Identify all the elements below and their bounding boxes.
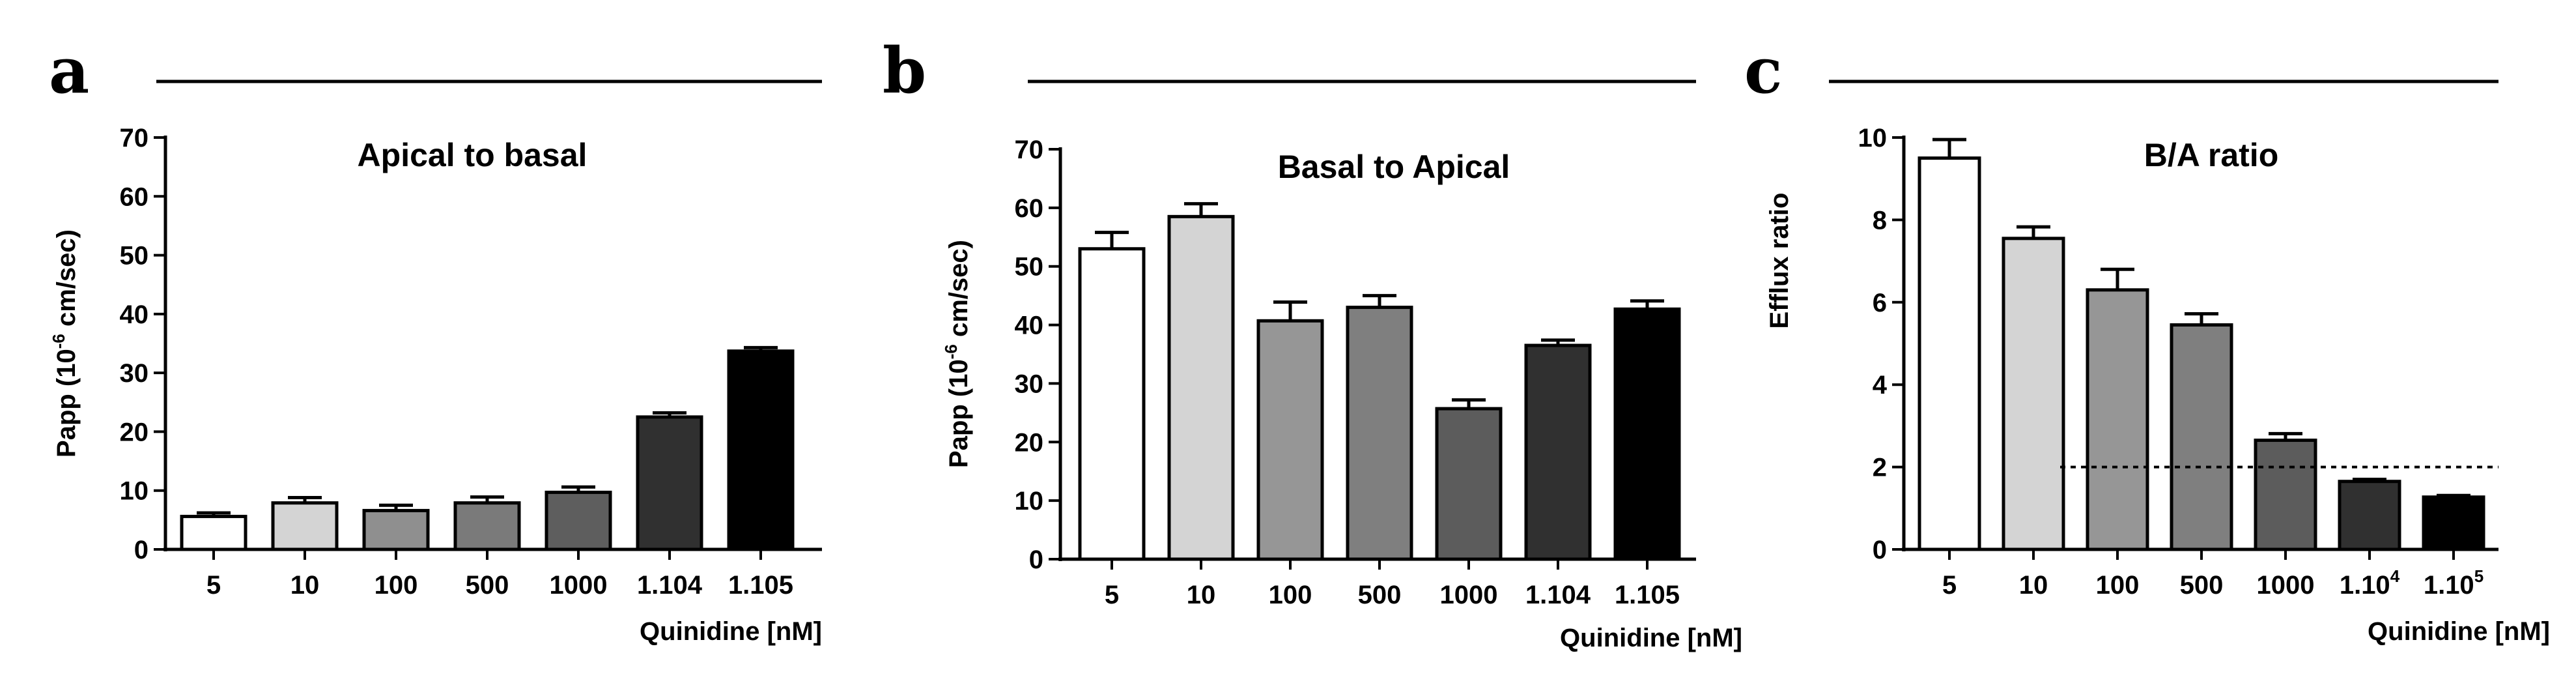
panel-b: b Basal to Apical 0 10 20 30 40 50 60 70 Papp (10-… [883,34,1742,652]
bar [2338,480,2401,551]
bar [453,501,521,551]
bar [1918,156,1981,551]
x-tick-label: 1.104 [637,571,703,600]
bar [2086,288,2149,551]
x-tick-label: 1.105 [2424,566,2484,600]
y-tick-label: 70 [1015,136,1044,164]
y-axis-label: Papp (10-6 cm/sec) [49,229,81,458]
x-tick-label: 100 [1269,581,1312,609]
bar [271,501,339,551]
x-tick-label: 1.105 [1615,581,1680,609]
y-tick-label: 10 [1015,487,1044,516]
bar [2254,439,2317,551]
x-tick-label: 1.104 [1525,581,1591,609]
y-tick-label: 30 [120,359,149,388]
panel-letter: a [49,34,89,108]
y-tick-label: 0 [134,536,149,564]
x-tick-label: 10 [1187,581,1216,609]
y-tick-label: 60 [120,182,149,211]
y-tick-label: 50 [1015,253,1044,282]
panel-c: c B/A ratio 0 2 4 6 8 10 Efflux ratio Quinidine [… [1744,34,2550,646]
bar [1613,307,1681,561]
bar [727,349,795,551]
chart-title: B/A ratio [2144,137,2279,173]
bar [545,490,612,551]
y-tick-label: 4 [1873,371,1888,400]
y-tick-label: 20 [120,418,149,446]
x-tick-label: 500 [2180,571,2224,600]
x-tick-label: 500 [466,571,509,600]
bar [1524,343,1592,561]
bar [1167,214,1235,561]
x-tick-label: 5 [206,571,221,600]
x-axis-label: Quinidine [nM] [1560,624,1742,652]
bar [636,415,703,551]
y-tick-label: 60 [1015,194,1044,223]
x-tick-label: 1000 [550,571,608,600]
x-tick-label: 5 [1105,581,1119,609]
x-tick-label: 10 [2019,571,2048,600]
bar [1078,247,1146,561]
y-tick-label: 40 [120,300,149,329]
y-axis-label: Papp (10-6 cm/sec) [941,240,973,468]
y-tick-label: 8 [1873,206,1887,235]
bar [2170,323,2233,551]
bar [1256,319,1324,561]
panel-a: a Apical to basal 0 10 20 30 40 50 60 70 Papp (10-… [49,34,822,646]
x-axis-label: Quinidine [nM] [2368,617,2550,646]
y-tick-label: 40 [1015,312,1044,340]
chart-title: Basal to Apical [1278,149,1510,185]
y-tick-label: 0 [1029,545,1043,574]
y-tick-label: 10 [120,477,149,506]
bar [362,508,430,551]
x-tick-label: 100 [2096,571,2140,600]
y-tick-label: 2 [1873,454,1887,482]
x-axis-label: Quinidine [nM] [640,617,822,646]
x-tick-label: 500 [1358,581,1402,609]
y-tick-label: 70 [120,124,149,153]
y-tick-label: 20 [1015,428,1044,457]
bar [2002,237,2065,551]
x-tick-label: 1.105 [728,571,793,600]
x-tick-label: 10 [290,571,320,600]
bar [2422,495,2485,551]
panel-letter: c [1744,34,1782,108]
bar [1346,306,1413,561]
x-tick-label: 1000 [1440,581,1498,609]
x-tick-label: 1.104 [2340,566,2400,600]
bar [1435,407,1503,561]
y-tick-label: 0 [1873,536,1887,564]
x-tick-label: 5 [1942,571,1957,600]
x-tick-label: 1000 [2257,571,2315,600]
chart-title: Apical to basal [358,137,587,173]
y-tick-label: 50 [120,242,149,270]
y-tick-label: 6 [1873,289,1887,317]
panel-letter: b [883,34,926,108]
x-tick-label: 100 [375,571,418,600]
y-tick-label: 30 [1015,370,1044,398]
bar [180,514,248,551]
y-axis-label: Efflux ratio [1765,193,1794,329]
y-tick-label: 10 [1858,124,1888,153]
